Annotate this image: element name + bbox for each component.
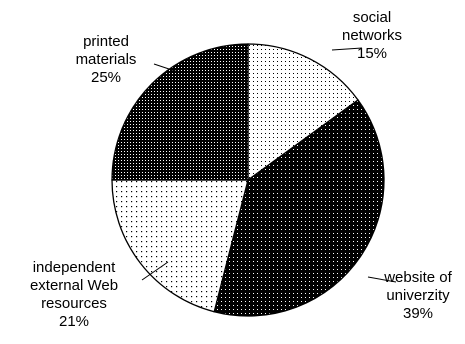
- pie-slice-website-of-univerzity: [213, 99, 385, 317]
- pie-slice-social-networks: [247, 43, 359, 182]
- pie-slice-printed-materials: [111, 43, 249, 181]
- pie-slices: [111, 43, 385, 317]
- leader-line: [153, 63, 179, 73]
- slice-label: printed materials 25%: [76, 33, 137, 86]
- leader-line: [141, 261, 169, 281]
- leader-line: [331, 47, 363, 51]
- pie-slice-independent-external-web-resources: [111, 179, 249, 313]
- slice-labels: social networks 15% website of univerzity 39%…: [30, 9, 453, 330]
- slice-label: website of univerzity 39%: [383, 269, 452, 322]
- leader-line: [367, 276, 397, 283]
- slice-label: social networks 15%: [342, 9, 402, 62]
- slice-label: independent external Web resources 21%: [30, 259, 118, 330]
- leader-lines: [141, 47, 397, 283]
